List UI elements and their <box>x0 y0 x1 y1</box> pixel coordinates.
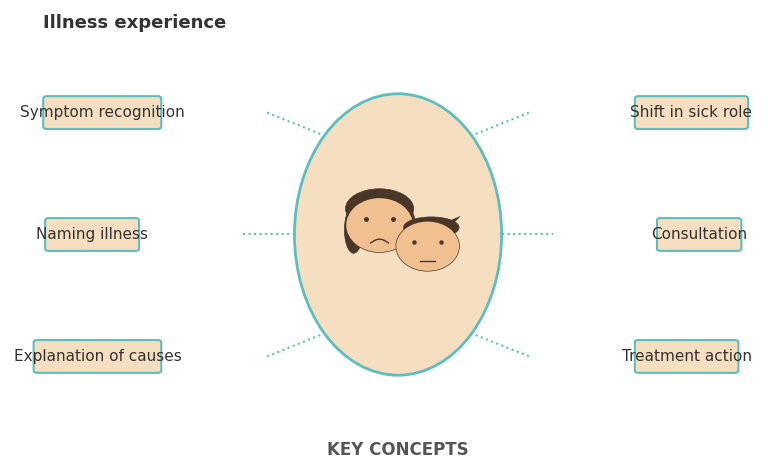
Ellipse shape <box>399 208 415 252</box>
Text: Shift in sick role: Shift in sick role <box>631 105 753 120</box>
FancyBboxPatch shape <box>43 96 161 129</box>
Ellipse shape <box>396 222 459 271</box>
Ellipse shape <box>404 217 459 238</box>
Text: Treatment action: Treatment action <box>621 349 752 364</box>
Ellipse shape <box>346 189 414 228</box>
Text: Explanation of causes: Explanation of causes <box>14 349 181 364</box>
Text: Symptom recognition: Symptom recognition <box>20 105 184 120</box>
Text: Consultation: Consultation <box>651 227 747 242</box>
FancyBboxPatch shape <box>34 340 161 373</box>
Ellipse shape <box>344 206 363 253</box>
Text: KEY CONCEPTS: KEY CONCEPTS <box>327 441 468 459</box>
Polygon shape <box>442 216 461 227</box>
FancyBboxPatch shape <box>635 340 738 373</box>
Ellipse shape <box>346 198 413 252</box>
FancyBboxPatch shape <box>45 218 139 251</box>
Text: Naming illness: Naming illness <box>36 227 148 242</box>
Text: Illness experience: Illness experience <box>43 14 226 32</box>
FancyBboxPatch shape <box>657 218 741 251</box>
Ellipse shape <box>346 198 413 252</box>
Ellipse shape <box>294 94 502 375</box>
Ellipse shape <box>396 222 459 271</box>
FancyBboxPatch shape <box>635 96 748 129</box>
